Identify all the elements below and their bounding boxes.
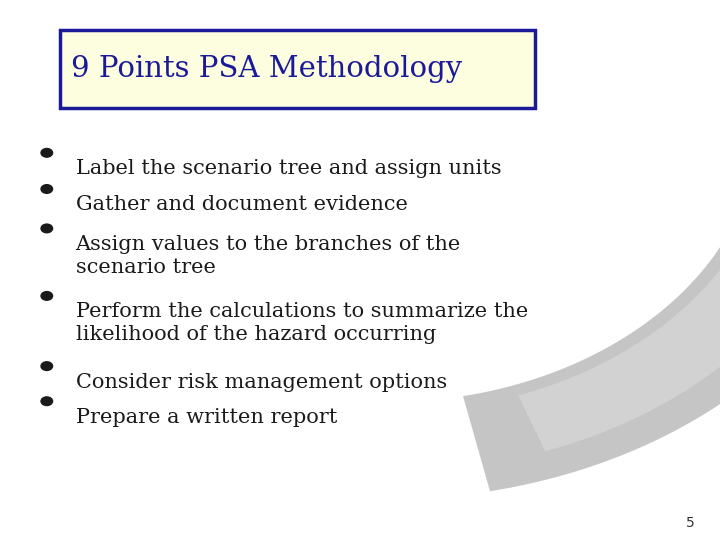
- FancyBboxPatch shape: [60, 30, 535, 108]
- Circle shape: [41, 224, 53, 233]
- Polygon shape: [463, 194, 720, 491]
- Circle shape: [41, 292, 53, 300]
- Circle shape: [41, 397, 53, 406]
- Text: Label the scenario tree and assign units: Label the scenario tree and assign units: [76, 159, 501, 178]
- Text: Prepare a written report: Prepare a written report: [76, 408, 337, 427]
- Text: Gather and document evidence: Gather and document evidence: [76, 195, 408, 214]
- Circle shape: [41, 185, 53, 193]
- Text: Perform the calculations to summarize the
likelihood of the hazard occurring: Perform the calculations to summarize th…: [76, 302, 528, 344]
- Text: Consider risk management options: Consider risk management options: [76, 373, 447, 392]
- Text: 9 Points PSA Methodology: 9 Points PSA Methodology: [71, 55, 462, 83]
- Circle shape: [41, 148, 53, 157]
- Text: 5: 5: [686, 516, 695, 530]
- Text: Assign values to the branches of the
scenario tree: Assign values to the branches of the sce…: [76, 235, 461, 276]
- Polygon shape: [518, 221, 720, 451]
- Circle shape: [41, 362, 53, 370]
